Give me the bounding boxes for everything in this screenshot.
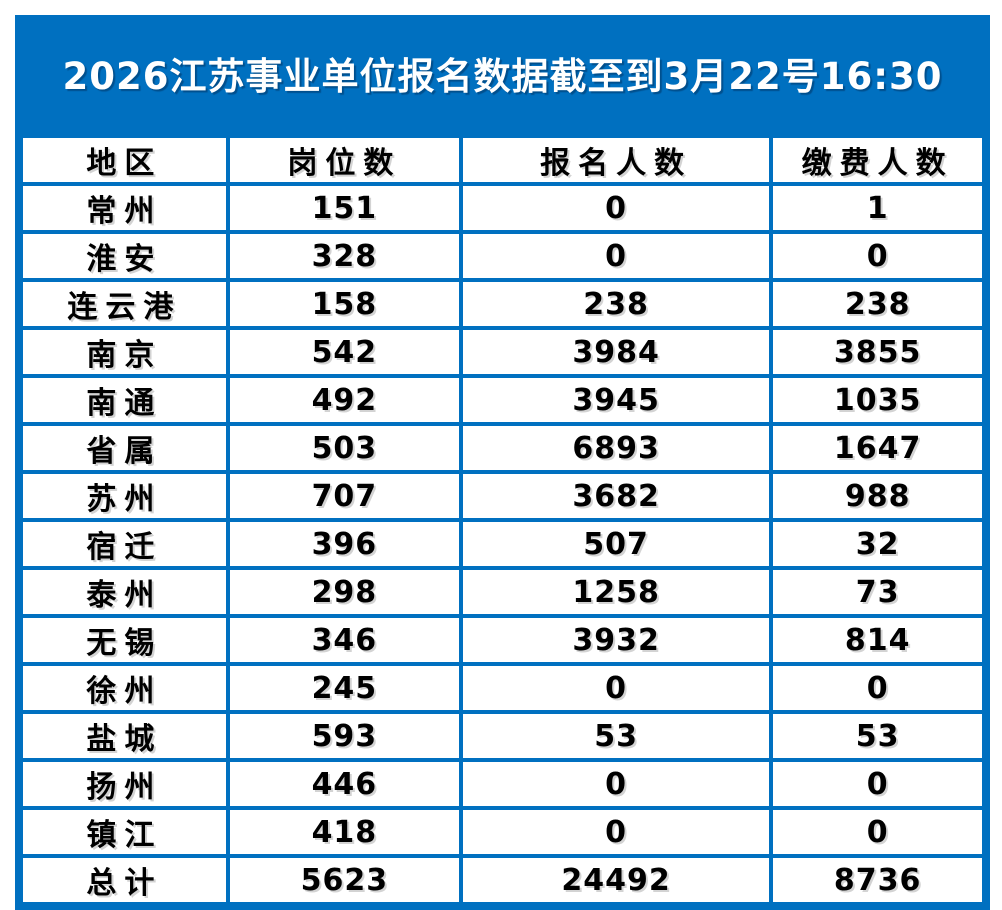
report-sheet: 2026江苏事业单位报名数据截至到3月22号16:30 地区 岗位数 报名人数 …	[15, 15, 990, 910]
table-row: 南京 542 3984 3855	[17, 326, 988, 378]
cell-applicants: 53	[458, 710, 774, 762]
column-header-positions: 岗位数	[225, 132, 463, 186]
cell-applicants: 0	[458, 230, 774, 282]
cell-paid: 1	[769, 182, 988, 234]
cell-paid: 0	[769, 662, 988, 714]
cell-positions: 346	[225, 614, 463, 666]
cell-region: 省属	[17, 422, 230, 474]
table-row: 盐城 593 53 53	[17, 710, 988, 762]
cell-paid: 0	[769, 758, 988, 810]
cell-paid: 0	[769, 806, 988, 858]
table-row: 连云港 158 238 238	[17, 278, 988, 330]
cell-region: 扬州	[17, 758, 230, 810]
cell-applicants: 3932	[458, 614, 774, 666]
cell-applicants: 3682	[458, 470, 774, 522]
cell-paid: 238	[769, 278, 988, 330]
table-row: 泰州 298 1258 73	[17, 566, 988, 618]
cell-region-total: 总计	[17, 854, 230, 908]
cell-applicants: 1258	[458, 566, 774, 618]
cell-paid: 3855	[769, 326, 988, 378]
cell-region: 苏州	[17, 470, 230, 522]
cell-paid: 0	[769, 230, 988, 282]
column-header-region: 地区	[17, 132, 230, 186]
table-row: 无锡 346 3932 814	[17, 614, 988, 666]
cell-positions: 503	[225, 422, 463, 474]
cell-positions: 593	[225, 710, 463, 762]
cell-region: 连云港	[17, 278, 230, 330]
cell-paid-total: 8736	[769, 854, 988, 908]
cell-positions: 245	[225, 662, 463, 714]
cell-applicants: 507	[458, 518, 774, 570]
cell-applicants: 0	[458, 806, 774, 858]
column-header-paid: 缴费人数	[769, 132, 988, 186]
cell-region: 无锡	[17, 614, 230, 666]
cell-applicants: 3984	[458, 326, 774, 378]
header-row: 地区 岗位数 报名人数 缴费人数	[17, 132, 988, 186]
table-row: 苏州 707 3682 988	[17, 470, 988, 522]
table-row: 宿迁 396 507 32	[17, 518, 988, 570]
cell-applicants: 3945	[458, 374, 774, 426]
cell-paid: 32	[769, 518, 988, 570]
cell-paid: 53	[769, 710, 988, 762]
table-row: 扬州 446 0 0	[17, 758, 988, 810]
cell-applicants-total: 24492	[458, 854, 774, 908]
cell-region: 南京	[17, 326, 230, 378]
cell-region: 南通	[17, 374, 230, 426]
table-row: 常州 151 0 1	[17, 182, 988, 234]
cell-region: 常州	[17, 182, 230, 234]
cell-positions: 446	[225, 758, 463, 810]
cell-positions: 492	[225, 374, 463, 426]
column-header-applicants: 报名人数	[458, 132, 774, 186]
cell-region: 盐城	[17, 710, 230, 762]
cell-positions: 707	[225, 470, 463, 522]
cell-region: 淮安	[17, 230, 230, 282]
table-row: 镇江 418 0 0	[17, 806, 988, 858]
cell-positions: 542	[225, 326, 463, 378]
table-row: 徐州 245 0 0	[17, 662, 988, 714]
cell-positions: 418	[225, 806, 463, 858]
registration-data-table: 地区 岗位数 报名人数 缴费人数 常州 151 0 1 淮安 328 0 0 连…	[15, 130, 990, 910]
cell-positions: 151	[225, 182, 463, 234]
table-row: 省属 503 6893 1647	[17, 422, 988, 474]
cell-positions: 298	[225, 566, 463, 618]
cell-applicants: 0	[458, 182, 774, 234]
cell-applicants: 0	[458, 662, 774, 714]
title-band: 2026江苏事业单位报名数据截至到3月22号16:30	[15, 15, 990, 130]
cell-applicants: 238	[458, 278, 774, 330]
cell-positions-total: 5623	[225, 854, 463, 908]
cell-paid: 1035	[769, 374, 988, 426]
totals-row: 总计 5623 24492 8736	[17, 854, 988, 908]
cell-positions: 158	[225, 278, 463, 330]
cell-positions: 328	[225, 230, 463, 282]
cell-applicants: 6893	[458, 422, 774, 474]
cell-region: 镇江	[17, 806, 230, 858]
cell-paid: 1647	[769, 422, 988, 474]
cell-positions: 396	[225, 518, 463, 570]
table-row: 南通 492 3945 1035	[17, 374, 988, 426]
cell-paid: 73	[769, 566, 988, 618]
cell-region: 泰州	[17, 566, 230, 618]
page-title: 2026江苏事业单位报名数据截至到3月22号16:30	[62, 54, 943, 98]
cell-region: 宿迁	[17, 518, 230, 570]
cell-applicants: 0	[458, 758, 774, 810]
table-row: 淮安 328 0 0	[17, 230, 988, 282]
cell-paid: 988	[769, 470, 988, 522]
cell-paid: 814	[769, 614, 988, 666]
cell-region: 徐州	[17, 662, 230, 714]
